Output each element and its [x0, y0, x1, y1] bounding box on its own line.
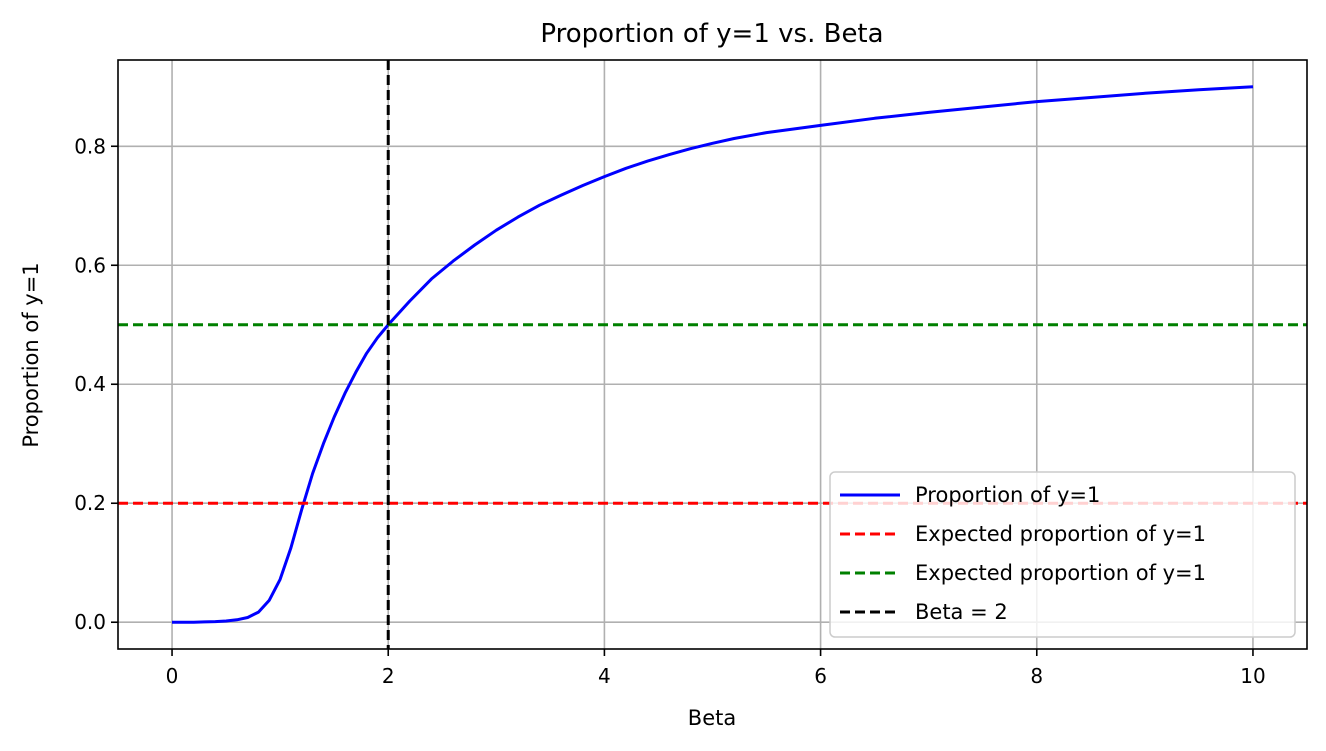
x-axis-ticks: 0 2 4 6 8 10 — [166, 649, 1266, 688]
legend-box — [829, 471, 1296, 638]
legend-label: Expected proportion of y=1 — [915, 522, 1206, 546]
legend: Proportion of y=1 Expected proportion of … — [829, 471, 1296, 638]
x-tick-label: 10 — [1240, 664, 1265, 688]
plot-frame — [117, 59, 1308, 650]
x-tick-label: 0 — [166, 664, 179, 688]
chart-title: Proportion of y=1 vs. Beta — [540, 19, 883, 49]
x-axis-label: Beta — [688, 706, 736, 730]
legend-label: Expected proportion of y=1 — [915, 561, 1206, 585]
y-tick-label: 0.0 — [74, 610, 106, 634]
series-line — [172, 85, 1254, 624]
y-tick-label: 0.4 — [74, 372, 106, 396]
x-tick-label: 8 — [1030, 664, 1043, 688]
x-tick-label: 2 — [382, 664, 395, 688]
x-tick-label: 4 — [598, 664, 611, 688]
y-tick-label: 0.6 — [74, 253, 106, 277]
y-tick-label: 0.8 — [74, 134, 106, 158]
x-tick-label: 6 — [814, 664, 827, 688]
legend-label: Beta = 2 — [915, 600, 1008, 624]
legend-label: Proportion of y=1 — [915, 483, 1100, 507]
grid — [118, 60, 1307, 649]
y-tick-label: 0.2 — [74, 491, 106, 515]
y-axis-label: Proportion of y=1 — [19, 262, 43, 447]
y-axis-ticks: 0.0 0.2 0.4 0.6 0.8 — [74, 134, 118, 634]
